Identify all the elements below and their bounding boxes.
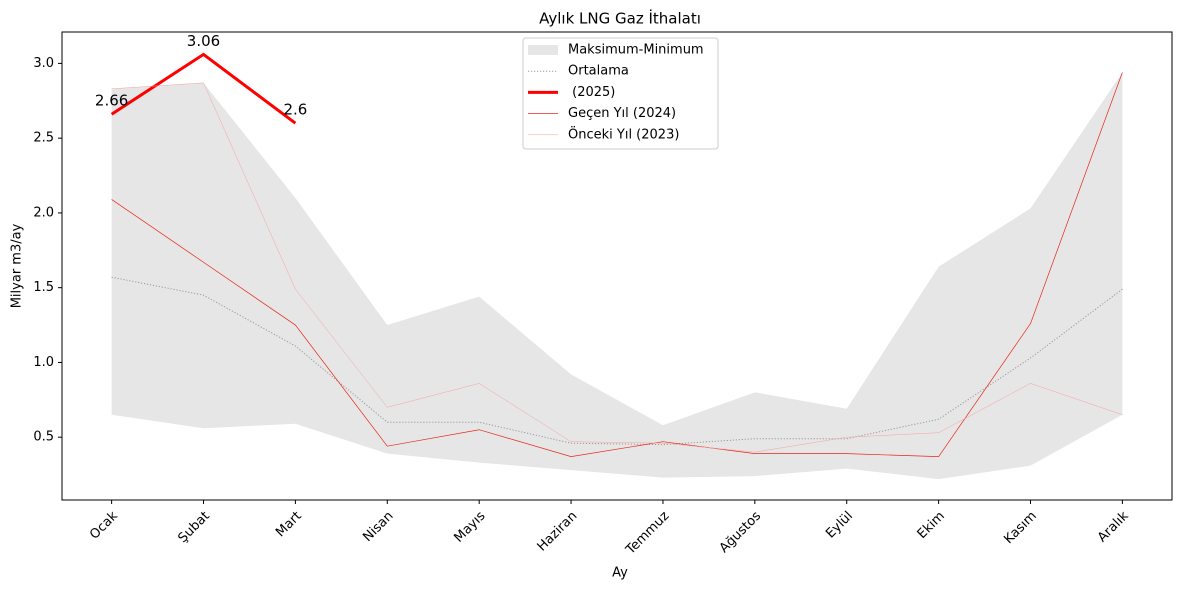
- y-tick-label: 0.5: [33, 430, 54, 445]
- x-axis-label: Ay: [612, 566, 628, 581]
- legend-label: (2025): [568, 85, 615, 100]
- y-tick-label: 1.0: [33, 355, 54, 370]
- x-tick-label: Ağustos: [717, 509, 765, 557]
- x-tick-label: Haziran: [535, 509, 581, 555]
- x-tick-label: Mayıs: [452, 509, 489, 546]
- x-tick-label: Ekim: [915, 509, 948, 542]
- y-tick-label: 3.0: [33, 56, 54, 71]
- x-tick-label: Kasım: [1001, 509, 1039, 547]
- x-tick-label: Temmuz: [623, 509, 673, 559]
- legend-label: Geçen Yıl (2024): [568, 106, 676, 121]
- series-line: [111, 276, 1123, 446]
- x-tick-label: Şubat: [175, 509, 212, 546]
- y-axis-label: Milyar m3/ay: [10, 223, 25, 308]
- x-tick-label: Ocak: [87, 508, 121, 542]
- x-tick-label: Aralık: [1095, 508, 1132, 545]
- data-label: 2.66: [95, 92, 128, 110]
- y-tick-label: 2.5: [33, 131, 54, 146]
- series-line: [110, 52, 297, 125]
- legend-label: Ortalama: [568, 64, 629, 79]
- y-tick-label: 1.5: [33, 280, 54, 295]
- plot-frame: [61, 31, 1173, 501]
- data-label: 3.06: [187, 32, 220, 50]
- series-line: [111, 72, 1123, 457]
- x-tick-label: Mart: [273, 509, 305, 541]
- legend-label: Önceki Yıl (2023): [568, 125, 679, 142]
- series-line: [111, 82, 1123, 453]
- x-tick-label: Nisan: [360, 509, 396, 545]
- y-tick-label: 2.0: [33, 205, 54, 220]
- x-tick-label: Eylül: [823, 509, 856, 542]
- legend-label: Maksimum-Minimum: [568, 43, 704, 58]
- data-label: 2.6: [283, 101, 307, 119]
- legend-box: [522, 37, 719, 150]
- chart-title: Aylık LNG Gaz İthalatı: [539, 9, 701, 28]
- legend-swatch: [528, 45, 558, 55]
